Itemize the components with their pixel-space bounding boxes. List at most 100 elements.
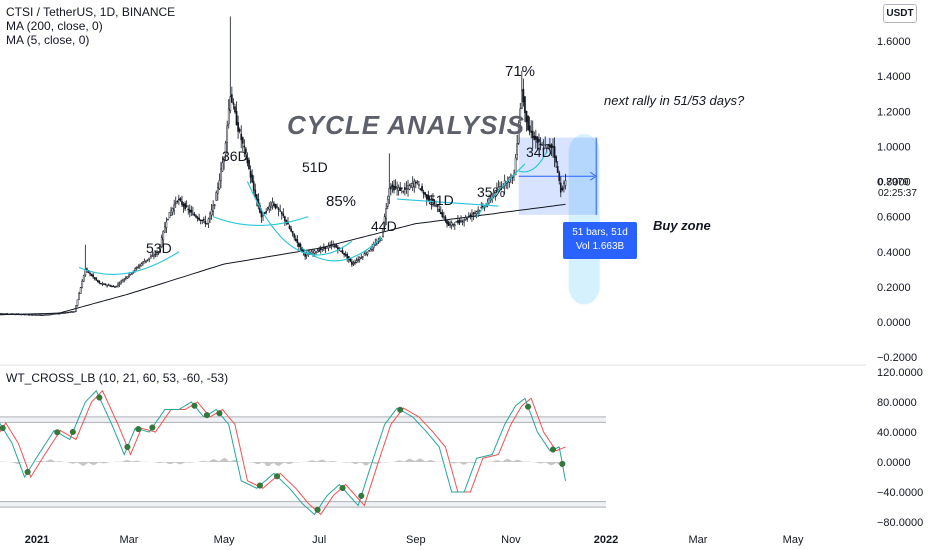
candle-body bbox=[527, 115, 529, 131]
candle-body bbox=[561, 188, 564, 191]
candle-body bbox=[472, 212, 475, 214]
currency-button[interactable]: USDT bbox=[883, 4, 917, 23]
candle-body bbox=[252, 181, 255, 191]
candle-body bbox=[480, 207, 483, 209]
candle-body bbox=[204, 220, 207, 225]
price-tick-label: 1.6000 bbox=[877, 36, 911, 48]
candle-body bbox=[90, 274, 93, 277]
candle-body bbox=[516, 143, 518, 155]
candle-body bbox=[368, 250, 370, 252]
candle-body bbox=[435, 204, 437, 207]
candle-body bbox=[321, 247, 324, 250]
cycle-label-34d: 34D bbox=[526, 144, 552, 160]
price-tick-label: 1.4000 bbox=[877, 71, 911, 83]
candle-body bbox=[135, 267, 138, 269]
price-tick-label: 0.6000 bbox=[877, 212, 911, 224]
candle-body bbox=[246, 157, 249, 164]
candle-body bbox=[358, 257, 361, 260]
candle-body bbox=[210, 209, 213, 216]
candle-body bbox=[64, 312, 66, 314]
candle-body bbox=[432, 199, 434, 203]
candlestick-series bbox=[0, 16, 567, 316]
time-axis: 2021 Mar May Jul Sep Nov 2022 Mar May bbox=[25, 534, 804, 546]
candle-body bbox=[552, 145, 554, 148]
candle-body bbox=[37, 314, 40, 316]
candle-body bbox=[232, 102, 235, 105]
candle-body bbox=[162, 231, 165, 241]
candle-body bbox=[427, 194, 430, 201]
candle-body bbox=[249, 170, 252, 178]
candle-body bbox=[100, 282, 102, 285]
candle-body bbox=[220, 168, 222, 182]
candle-body bbox=[316, 250, 319, 253]
candle-body bbox=[78, 293, 80, 300]
candle-body bbox=[450, 222, 453, 226]
candle-body bbox=[266, 207, 269, 210]
price-tick-label: −0.2000 bbox=[877, 352, 917, 364]
price-tick-label: 0.0000 bbox=[877, 317, 911, 329]
candle-body bbox=[51, 313, 54, 315]
candle-body bbox=[349, 258, 352, 262]
wt1-line bbox=[0, 389, 566, 516]
candle-body bbox=[291, 230, 294, 234]
candle-body bbox=[411, 183, 414, 188]
candle-body bbox=[355, 260, 358, 263]
candle-body bbox=[514, 157, 517, 176]
cycle-arc bbox=[518, 151, 548, 173]
candle-body bbox=[265, 211, 268, 213]
candle-body bbox=[224, 142, 227, 155]
candle-body bbox=[156, 251, 158, 255]
candle-body bbox=[68, 311, 71, 313]
candle-body bbox=[312, 251, 314, 255]
candle-body bbox=[324, 247, 327, 250]
candle-body bbox=[294, 238, 297, 242]
candle-body bbox=[82, 275, 85, 282]
candle-body bbox=[50, 313, 52, 316]
cycle-label-36d: 36D bbox=[222, 148, 248, 164]
candle-body bbox=[477, 209, 480, 212]
candle-body bbox=[352, 263, 355, 265]
candle-body bbox=[280, 211, 283, 215]
oscillator-pane bbox=[0, 389, 606, 516]
candle-body bbox=[176, 200, 179, 203]
buy-zone-label: Buy zone bbox=[653, 218, 711, 233]
candle-body bbox=[564, 180, 567, 186]
candle-body bbox=[193, 214, 196, 216]
candle-body bbox=[195, 215, 197, 218]
candle-body bbox=[123, 278, 126, 281]
candle-body bbox=[234, 106, 236, 113]
candle-body bbox=[251, 174, 253, 183]
wt2-line bbox=[0, 389, 566, 516]
candle-body bbox=[73, 311, 76, 313]
candle-body bbox=[221, 162, 224, 172]
candle-body bbox=[277, 208, 280, 210]
candle-body bbox=[405, 188, 408, 190]
candle-body bbox=[525, 111, 528, 123]
candle-body bbox=[545, 144, 548, 149]
candle-body bbox=[533, 135, 536, 140]
candle-body bbox=[213, 204, 216, 206]
candle-body bbox=[413, 180, 416, 187]
candle-body bbox=[553, 146, 556, 158]
candle-body bbox=[488, 198, 490, 201]
candle-body bbox=[344, 254, 347, 256]
candle-body bbox=[181, 201, 183, 205]
candle-body bbox=[408, 185, 411, 190]
candle-body bbox=[404, 187, 406, 190]
candle-body bbox=[474, 212, 476, 214]
cycle-label-51d-first: 51D bbox=[302, 159, 328, 175]
oscillator-axis: 120.0000 80.0000 40.0000 0.0000 −40.0000 −80.… bbox=[877, 367, 923, 529]
candle-body bbox=[461, 221, 464, 223]
candle-body bbox=[407, 185, 409, 190]
oscillator-histogram bbox=[0, 457, 566, 468]
price-tick-label: 1.2000 bbox=[877, 106, 911, 118]
candle-body bbox=[139, 264, 141, 267]
candle-body bbox=[497, 187, 500, 190]
candle-body bbox=[137, 266, 140, 269]
candle-body bbox=[441, 212, 444, 217]
candle-body bbox=[235, 111, 238, 126]
candle-body bbox=[481, 205, 484, 208]
price-tick-label: 0.8000 bbox=[877, 177, 911, 189]
candle-body bbox=[167, 218, 169, 221]
